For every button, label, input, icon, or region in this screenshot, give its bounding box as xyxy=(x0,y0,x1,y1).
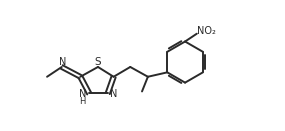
Text: S: S xyxy=(95,57,101,67)
Text: N: N xyxy=(110,89,117,99)
Text: NO₂: NO₂ xyxy=(197,26,216,36)
Text: H: H xyxy=(79,97,86,106)
Text: N: N xyxy=(79,89,86,99)
Text: N: N xyxy=(59,57,66,67)
